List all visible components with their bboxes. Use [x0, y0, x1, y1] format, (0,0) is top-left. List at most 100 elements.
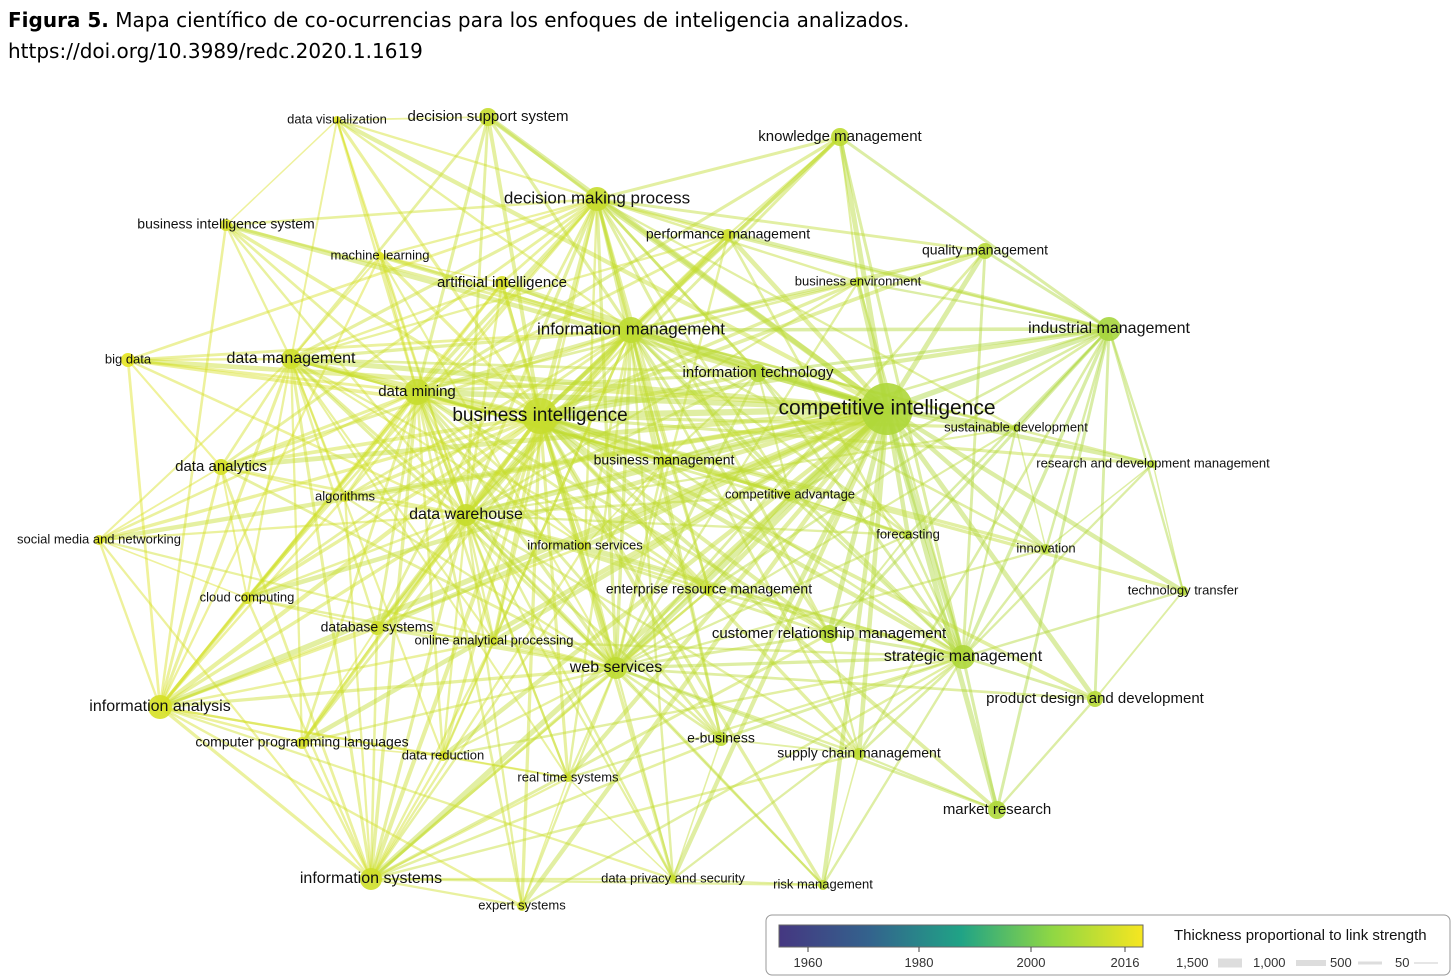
edge — [886, 326, 1110, 412]
edge — [837, 136, 890, 410]
edge — [300, 407, 889, 745]
node — [517, 901, 527, 911]
edge — [614, 250, 987, 669]
edge — [379, 255, 617, 669]
node-label: algorithms — [315, 488, 375, 503]
edge — [378, 254, 542, 418]
edge — [127, 358, 541, 418]
edge — [159, 639, 495, 709]
edge — [126, 359, 162, 708]
node — [94, 535, 104, 545]
node-label: big data — [105, 351, 152, 366]
edge — [539, 249, 986, 418]
edge — [415, 391, 723, 740]
edge — [500, 282, 542, 417]
edge — [538, 415, 675, 880]
edge — [595, 197, 760, 375]
node-label: online analytical processing — [415, 632, 574, 647]
node — [495, 276, 509, 290]
node-label: business management — [594, 452, 735, 468]
edge — [416, 390, 830, 636]
edge — [827, 327, 1111, 636]
node — [784, 489, 796, 501]
edge — [375, 198, 599, 629]
edge — [886, 406, 1154, 467]
edge — [464, 282, 504, 516]
edge — [370, 632, 830, 881]
edge — [416, 135, 841, 394]
edge — [220, 197, 598, 469]
node-label: information management — [537, 319, 725, 338]
edge — [127, 328, 632, 362]
node — [853, 277, 863, 287]
node — [376, 252, 384, 260]
edge — [127, 357, 888, 412]
edge — [379, 197, 598, 258]
edge — [465, 493, 791, 517]
node — [749, 364, 767, 382]
node — [1097, 317, 1121, 341]
edge — [441, 407, 889, 758]
node-label: data analytics — [175, 458, 267, 475]
edge — [538, 414, 711, 592]
node — [213, 459, 229, 475]
edge — [98, 358, 292, 541]
edge — [127, 197, 598, 362]
edge — [220, 466, 248, 599]
node — [438, 751, 448, 761]
edge — [615, 281, 859, 669]
node-label: information services — [527, 537, 643, 552]
node-label: database systems — [321, 619, 434, 635]
edge — [370, 877, 523, 908]
edge — [1152, 463, 1184, 592]
edge — [884, 249, 988, 411]
edge — [1107, 328, 1155, 465]
edge — [290, 358, 586, 547]
edge — [537, 198, 600, 417]
node — [861, 383, 913, 435]
edge — [672, 738, 722, 880]
edge — [98, 513, 467, 542]
edge — [857, 280, 1110, 331]
edge — [379, 255, 503, 284]
edge — [720, 655, 964, 741]
edge — [158, 224, 228, 708]
node-label: product design and development — [986, 690, 1204, 707]
edge — [962, 589, 1184, 659]
edge — [158, 705, 373, 881]
node-label: forecasting — [876, 526, 940, 541]
edge — [615, 589, 710, 669]
edge — [336, 119, 381, 257]
edge — [336, 118, 598, 201]
edge — [245, 597, 373, 880]
edge — [718, 407, 890, 741]
edge — [663, 406, 888, 464]
edge — [629, 329, 666, 462]
node — [1041, 544, 1051, 554]
node-label: quality management — [922, 242, 1048, 258]
edge — [465, 513, 964, 659]
edge — [615, 667, 824, 886]
edge — [996, 698, 1096, 811]
edge — [630, 280, 859, 332]
edge — [596, 197, 986, 253]
edge — [246, 406, 888, 601]
node — [585, 187, 609, 211]
edge — [629, 329, 723, 740]
edge — [663, 372, 759, 462]
node-label: research and development management — [1036, 455, 1270, 470]
node — [455, 504, 477, 526]
node-label: innovation — [1016, 540, 1075, 555]
edge — [98, 414, 541, 542]
edge — [289, 116, 490, 360]
edge — [789, 494, 909, 536]
edge — [567, 655, 964, 780]
node-label: performance management — [646, 226, 810, 242]
node-label: expert systems — [478, 897, 566, 912]
edge — [300, 329, 633, 744]
edge — [486, 114, 889, 412]
edge — [596, 135, 841, 201]
edge — [245, 358, 293, 599]
edge — [962, 463, 1154, 658]
